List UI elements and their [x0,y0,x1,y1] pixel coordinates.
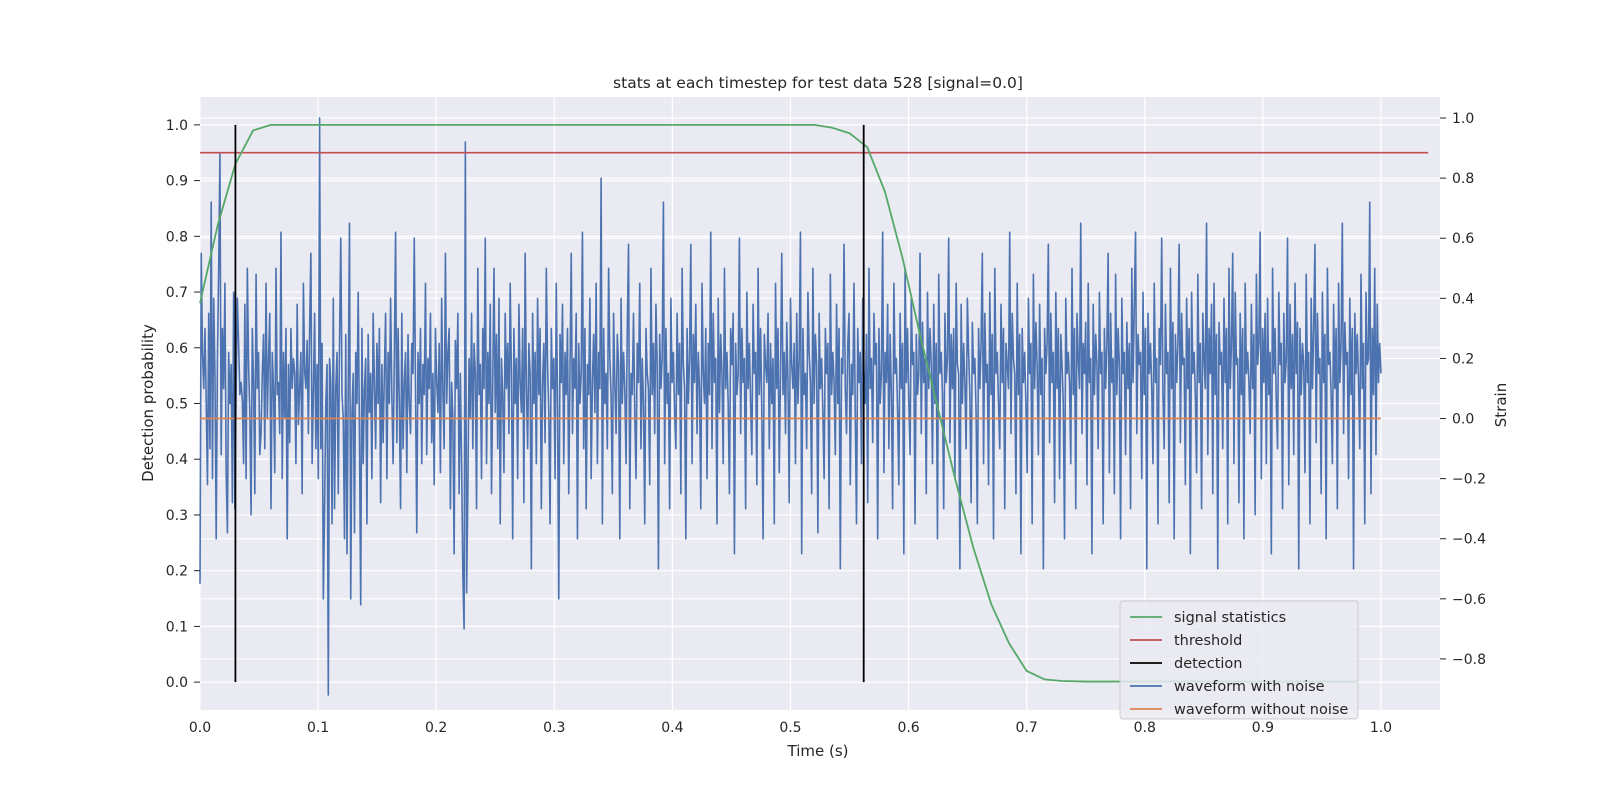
x-tick-label: 0.1 [307,720,329,736]
x-tick-labels: 0.0 0.1 0.2 0.3 0.4 0.5 0.6 0.7 0.8 0.9 1.0 [189,720,1392,736]
x-tick-label: 0.8 [1134,720,1156,736]
y-right-tick-labels: −0.8 −0.6 −0.4 −0.2 0.0 0.2 0.4 0.6 0.8 1.0 [1440,111,1486,668]
y-right-tick-label: −0.6 [1452,592,1486,608]
y-left-tick-label: 0.2 [166,564,188,580]
y-right-tick-label: 0.4 [1452,291,1474,307]
y-right-tick-label: 0.0 [1452,412,1474,428]
y-axis-label-right: Strain [1492,383,1510,427]
x-tick-label: 1.0 [1370,720,1392,736]
x-tick-label: 0.2 [425,720,447,736]
y-left-tick-label: 0.6 [166,341,188,357]
legend-label: threshold [1174,633,1242,649]
y-right-tick-label: −0.2 [1452,472,1486,488]
series-layer [199,117,1429,696]
y-left-tick-labels: 0.0 0.1 0.2 0.3 0.4 0.5 0.6 0.7 0.8 0.9 1.0 [166,118,200,691]
x-tick-label: 0.0 [189,720,211,736]
y-left-tick-label: 1.0 [166,118,188,134]
legend-label: detection [1174,656,1242,672]
y-left-tick-label: 0.9 [166,174,188,190]
x-tick-label: 0.6 [897,720,919,736]
legend-label: waveform with noise [1174,679,1325,695]
y-right-tick-label: 0.2 [1452,351,1474,367]
legend-label: waveform without noise [1174,702,1348,718]
x-tick-label: 0.7 [1016,720,1038,736]
series-signal-statistics [199,123,1358,683]
x-tick-label: 0.5 [779,720,801,736]
y-right-tick-label: −0.8 [1452,652,1486,668]
x-tick-label: 0.4 [661,720,683,736]
y-left-tick-label: 0.4 [166,452,188,468]
y-right-tick-label: 1.0 [1452,111,1474,127]
x-tick-label: 0.3 [543,720,565,736]
y-left-tick-label: 0.7 [166,285,188,301]
y-left-tick-label: 0.3 [166,508,188,524]
chart-title: stats at each timestep for test data 528… [613,74,1023,92]
y-left-tick-label: 0.1 [166,619,188,635]
legend: signal statistics threshold detection wavef… [1119,600,1359,720]
y-left-tick-label: 0.5 [166,397,188,413]
y-right-tick-label: 0.6 [1452,231,1474,247]
y-left-tick-label: 0.8 [166,229,188,245]
x-axis-label: Time (s) [787,742,849,760]
x-tick-label: 0.9 [1252,720,1274,736]
y-right-tick-label: 0.8 [1452,171,1474,187]
legend-box [1119,600,1359,720]
y-right-tick-label: −0.4 [1452,532,1486,548]
series-waveform-with-noise [199,117,1382,696]
y-left-tick-label: 0.0 [166,675,188,691]
y-axis-label-left: Detection probability [139,324,157,482]
legend-label: signal statistics [1174,610,1286,626]
